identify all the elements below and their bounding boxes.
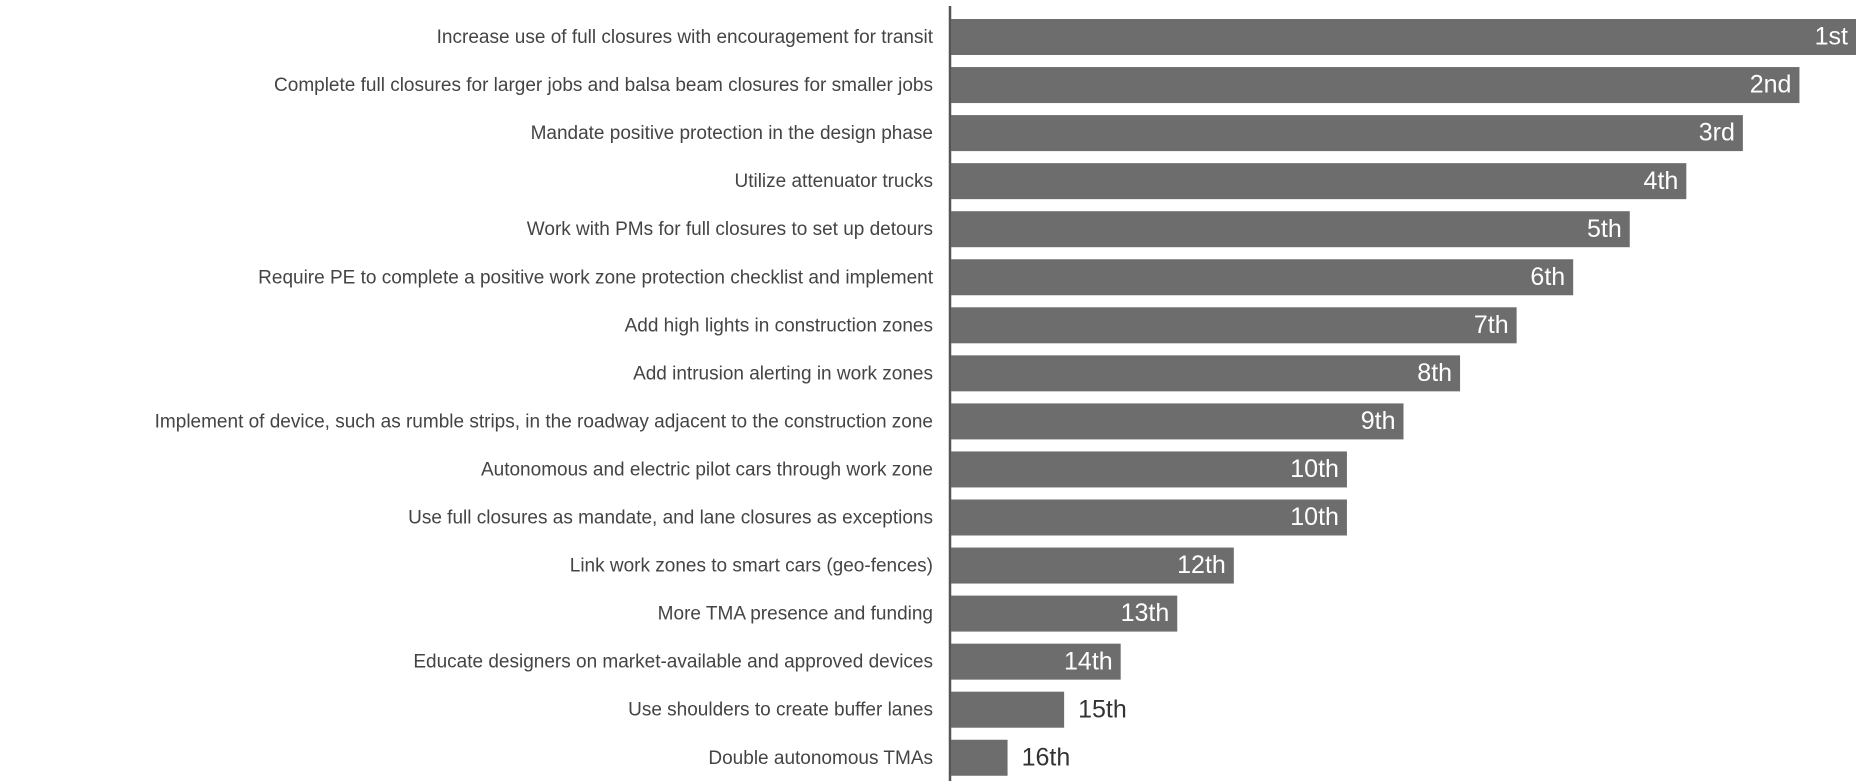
- category-label: Double autonomous TMAs: [708, 748, 933, 769]
- category-label: More TMA presence and funding: [658, 604, 933, 625]
- value-label: 12th: [1177, 551, 1226, 579]
- bar: [951, 451, 1347, 488]
- bar: [951, 19, 1856, 55]
- bar: [951, 307, 1517, 344]
- bar: [951, 691, 1065, 728]
- bar: [951, 403, 1404, 440]
- category-label: Link work zones to smart cars (geo-fence…: [570, 556, 933, 577]
- value-label: 6th: [1530, 263, 1565, 291]
- category-label: Utilize attenuator trucks: [734, 171, 933, 192]
- bar: [951, 67, 1800, 104]
- bar: [951, 163, 1687, 200]
- value-label: 13th: [1121, 599, 1170, 627]
- value-label: 5th: [1587, 215, 1622, 243]
- category-label: Complete full closures for larger jobs a…: [274, 75, 933, 96]
- value-label: 2nd: [1750, 71, 1792, 99]
- category-label: Implement of device, such as rumble stri…: [155, 411, 933, 432]
- bar: [951, 115, 1743, 152]
- value-label: 10th: [1290, 503, 1339, 531]
- value-label: 15th: [1078, 695, 1127, 723]
- value-label: 3rd: [1699, 119, 1735, 147]
- category-label: Mandate positive protection in the desig…: [531, 123, 933, 144]
- value-label: 8th: [1417, 359, 1452, 387]
- bar: [951, 499, 1347, 536]
- bar: [951, 643, 1121, 680]
- bar: [951, 739, 1008, 776]
- value-label: 1st: [1815, 23, 1848, 51]
- value-label: 9th: [1361, 407, 1396, 435]
- bar: [951, 595, 1178, 632]
- category-label: Add intrusion alerting in work zones: [633, 363, 933, 384]
- bar: [951, 547, 1234, 584]
- bar: [951, 211, 1630, 248]
- category-label: Work with PMs for full closures to set u…: [527, 219, 933, 240]
- value-label: 16th: [1022, 743, 1071, 771]
- category-label: Educate designers on market-available an…: [413, 652, 933, 673]
- value-label: 4th: [1644, 167, 1679, 195]
- value-label: 7th: [1474, 311, 1509, 339]
- bar: [951, 355, 1461, 392]
- category-label: Increase use of full closures with encou…: [437, 27, 934, 48]
- category-label: Add high lights in construction zones: [625, 315, 933, 336]
- category-label: Use full closures as mandate, and lane c…: [408, 508, 933, 529]
- value-label: 10th: [1290, 455, 1339, 483]
- category-label: Autonomous and electric pilot cars throu…: [481, 459, 933, 480]
- category-label: Require PE to complete a positive work z…: [258, 267, 934, 288]
- value-label: 14th: [1064, 647, 1113, 675]
- category-label: Use shoulders to create buffer lanes: [628, 700, 933, 721]
- bar: [951, 259, 1574, 296]
